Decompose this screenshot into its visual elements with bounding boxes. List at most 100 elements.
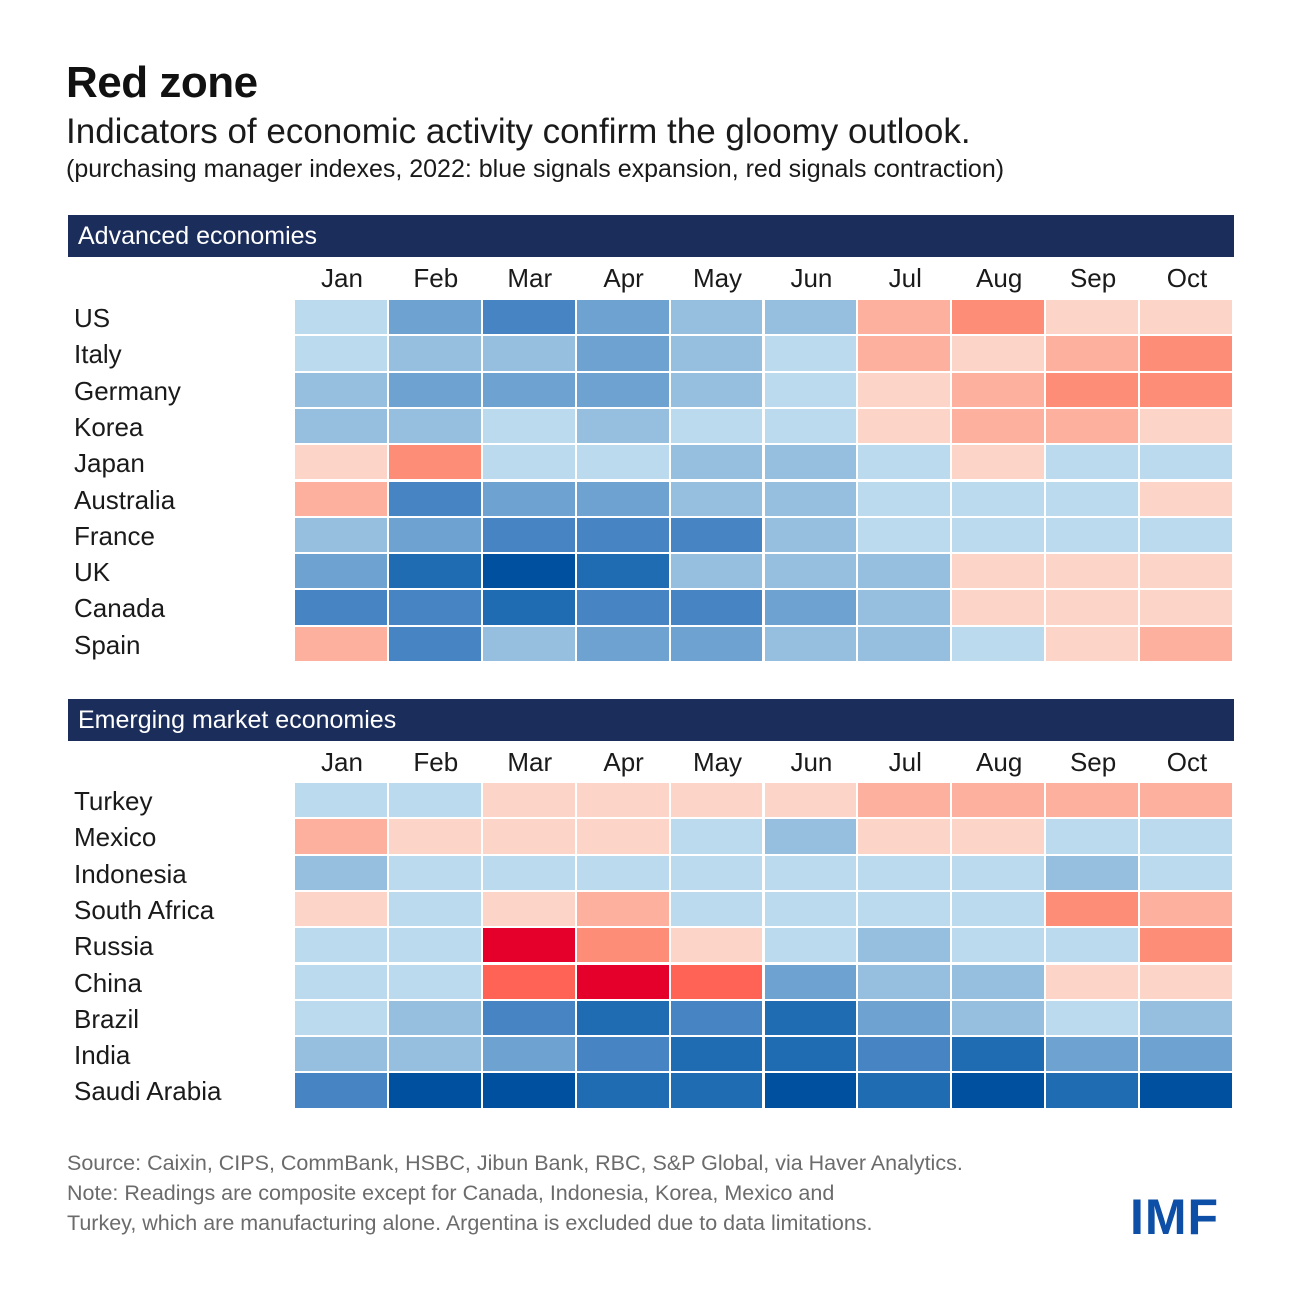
heatmap-cell <box>295 408 387 444</box>
heatmap-cell <box>388 590 481 625</box>
heatmap-cell <box>1140 408 1232 444</box>
advanced-economies-panel: Advanced economies Jan Feb Mar Apr May Jun Jul… <box>68 215 1234 665</box>
row-label: Italy <box>74 339 122 370</box>
row-label: Mexico <box>74 822 157 853</box>
heatmap-cell <box>1140 1037 1232 1072</box>
heatmap-cell <box>670 517 763 553</box>
heatmap-row: Canada <box>68 590 1234 626</box>
heatmap-cell <box>295 891 387 927</box>
heatmap-cell <box>295 1073 387 1108</box>
heatmap-cell <box>576 481 669 516</box>
heatmap-cell <box>1046 783 1139 818</box>
heatmap-cell <box>388 300 481 335</box>
heatmap-cell <box>1046 517 1139 553</box>
heatmap-cell <box>952 590 1045 625</box>
heatmap-cell <box>858 336 951 371</box>
heatmap-cell <box>858 481 951 516</box>
row-label: UK <box>74 557 111 588</box>
imf-logo: IMF <box>1130 1189 1220 1245</box>
heatmap-cell <box>1140 1000 1232 1036</box>
heatmap-cell <box>858 300 951 335</box>
month-label-jul: Jul <box>888 747 922 777</box>
heatmap-cell <box>764 336 857 371</box>
heatmap-cell <box>952 964 1045 999</box>
heatmap-cell <box>764 783 857 818</box>
row-label: US <box>74 303 111 333</box>
heatmap-cell <box>1140 372 1232 407</box>
heatmap-row: France <box>68 517 1234 554</box>
month-label-sep: Sep <box>1069 747 1117 777</box>
heatmap-cell <box>388 1073 481 1108</box>
heatmap-cell <box>1140 554 1232 589</box>
heatmap-cell <box>295 1000 387 1036</box>
heatmap-cell <box>1046 964 1139 999</box>
heatmap-cell <box>1046 1000 1139 1036</box>
heatmap-cell <box>576 517 669 553</box>
heatmap-cell <box>576 554 669 589</box>
heatmap-row: South Africa <box>68 891 1234 928</box>
heatmap-cell <box>295 517 387 553</box>
emerging-market-panel: Emerging market economies Jan Feb Mar Apr Ma… <box>68 699 1234 1111</box>
heatmap-cell <box>576 783 669 818</box>
month-label-mar: Mar <box>507 263 553 293</box>
heatmap-row: Australia <box>68 481 1234 518</box>
heatmap-cell <box>1140 300 1232 335</box>
month-label-may: May <box>692 747 743 777</box>
heatmap-row: Italy <box>68 336 1234 372</box>
heatmap-cell <box>1046 372 1139 407</box>
heatmap-cell <box>576 928 669 963</box>
heatmap-row: Germany <box>68 372 1234 409</box>
heatmap-row: Mexico <box>68 819 1234 855</box>
heatmap-cell <box>576 336 669 371</box>
month-label-oct: Oct <box>1166 263 1208 293</box>
heatmap-cell <box>388 336 481 371</box>
row-label: Russia <box>74 931 154 962</box>
heatmap-cell <box>670 626 763 661</box>
month-label-jan: Jan <box>320 263 363 293</box>
note-text-line-1: Note: Readings are composite except for … <box>67 1181 835 1205</box>
heatmap-cell <box>1140 626 1232 661</box>
heatmap-cell <box>670 964 763 999</box>
row-label: Indonesia <box>74 858 187 889</box>
heatmap-cell <box>764 819 857 854</box>
heatmap-cell <box>295 964 387 999</box>
heatmap-cell <box>388 1000 481 1036</box>
row-label: Australia <box>74 484 176 515</box>
heatmap-cell <box>858 855 951 890</box>
heatmap-cell <box>482 783 575 818</box>
heatmap-cell <box>1046 336 1139 371</box>
month-label-aug: Aug <box>976 747 1023 777</box>
heatmap-cell <box>858 819 951 854</box>
heatmap-cell <box>482 590 575 625</box>
row-label: Brazil <box>74 1003 140 1034</box>
heatmap-cell <box>388 783 481 818</box>
row-label: Canada <box>74 593 166 624</box>
heatmap-cell <box>670 408 763 444</box>
heatmap-cell <box>576 855 669 890</box>
heatmap-cell <box>482 554 575 589</box>
row-label: India <box>74 1040 131 1071</box>
month-label-jun: Jun <box>790 263 833 293</box>
heatmap-cell <box>295 1037 387 1072</box>
heatmap-cell <box>1046 626 1139 661</box>
heatmap-cell <box>295 481 387 516</box>
heatmap-cell <box>1046 855 1139 890</box>
heatmap-cell <box>858 928 951 963</box>
heatmap-cell <box>952 626 1045 661</box>
panel-header: Emerging market economies <box>68 699 1234 741</box>
heatmap-cell <box>952 855 1045 890</box>
heatmap-cell <box>482 517 575 553</box>
heatmap-cell <box>952 928 1045 963</box>
heatmap-cell <box>764 891 857 927</box>
heatmap-cell <box>764 1037 857 1072</box>
heatmap-cell <box>482 964 575 999</box>
heatmap-cell <box>764 517 857 553</box>
heatmap-cell <box>482 626 575 661</box>
heatmap-cell <box>670 372 763 407</box>
month-label-oct: Oct <box>1166 747 1208 777</box>
heatmap-cell <box>388 891 481 927</box>
heatmap-cell <box>764 554 857 589</box>
heatmap-cell <box>576 408 669 444</box>
heatmap-cell <box>858 445 951 480</box>
heatmap-cell <box>670 300 763 335</box>
